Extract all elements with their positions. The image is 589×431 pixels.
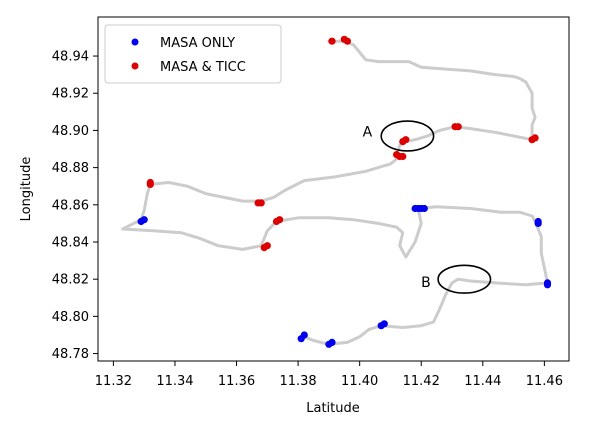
point-masa-only: [543, 279, 552, 287]
annotation-ellipse-b: [437, 264, 492, 294]
y-tick-label: 48.92: [52, 87, 89, 102]
x-tick-label: 11.42: [403, 374, 440, 389]
track-line: [121, 39, 549, 346]
x-axis-ticks: 11.32 11.34 11.36 11.38 11.40 11.42 11.44 11.46: [95, 361, 563, 389]
x-tick-label: 11.44: [464, 374, 501, 389]
annotation-label-a: A: [363, 124, 373, 140]
point-masa-ticc: [328, 37, 336, 45]
point-masa-only: [534, 217, 542, 226]
x-tick-label: 11.38: [279, 374, 316, 389]
point-masa-only: [140, 216, 148, 224]
point-masa-ticc: [257, 199, 265, 207]
legend-label-masa-ticc: MASA & TICC: [160, 60, 246, 75]
track-layer: [121, 39, 549, 346]
y-tick-label: 48.90: [52, 124, 89, 139]
y-tick-label: 48.82: [52, 273, 89, 288]
x-tick-label: 11.46: [526, 374, 563, 389]
y-axis-label: Longitude: [19, 157, 34, 222]
x-tick-label: 11.36: [218, 374, 255, 389]
point-masa-only: [380, 320, 388, 328]
legend-marker-masa-ticc: [131, 62, 139, 70]
point-masa-ticc: [276, 216, 284, 224]
point-masa-only: [300, 331, 308, 339]
annotation-ellipse-a: [380, 120, 435, 152]
y-tick-label: 48.84: [52, 235, 89, 250]
point-masa-ticc: [263, 242, 271, 250]
y-tick-label: 48.80: [52, 310, 89, 325]
point-masa-ticc: [531, 134, 539, 142]
x-tick-label: 11.32: [95, 374, 132, 389]
point-masa-ticc: [399, 152, 407, 161]
point-masa-ticc: [146, 178, 154, 187]
y-tick-label: 48.88: [52, 161, 89, 176]
legend-marker-masa-only: [131, 38, 139, 46]
y-tick-label: 48.86: [52, 198, 89, 213]
x-axis-label: Latitude: [306, 401, 360, 416]
legend: MASA ONLY MASA & TICC: [104, 24, 282, 84]
point-masa-ticc: [343, 37, 351, 45]
annotation-label-b: B: [421, 275, 431, 291]
point-masa-only: [328, 338, 336, 346]
points-layer: [137, 35, 552, 348]
point-masa-only: [420, 204, 428, 213]
y-tick-label: 48.94: [52, 50, 89, 65]
x-tick-label: 11.34: [156, 374, 193, 389]
legend-box: [104, 24, 282, 84]
point-masa-ticc: [402, 136, 410, 144]
point-masa-ticc: [454, 123, 462, 131]
annotation-layer: AB: [363, 120, 492, 294]
y-tick-label: 48.78: [52, 347, 89, 362]
x-tick-label: 11.40: [341, 374, 378, 389]
legend-label-masa-only: MASA ONLY: [160, 36, 235, 51]
y-axis-ticks: 48.78 48.80 48.82 48.84 48.86 48.88 48.90 48.92…: [52, 50, 98, 362]
